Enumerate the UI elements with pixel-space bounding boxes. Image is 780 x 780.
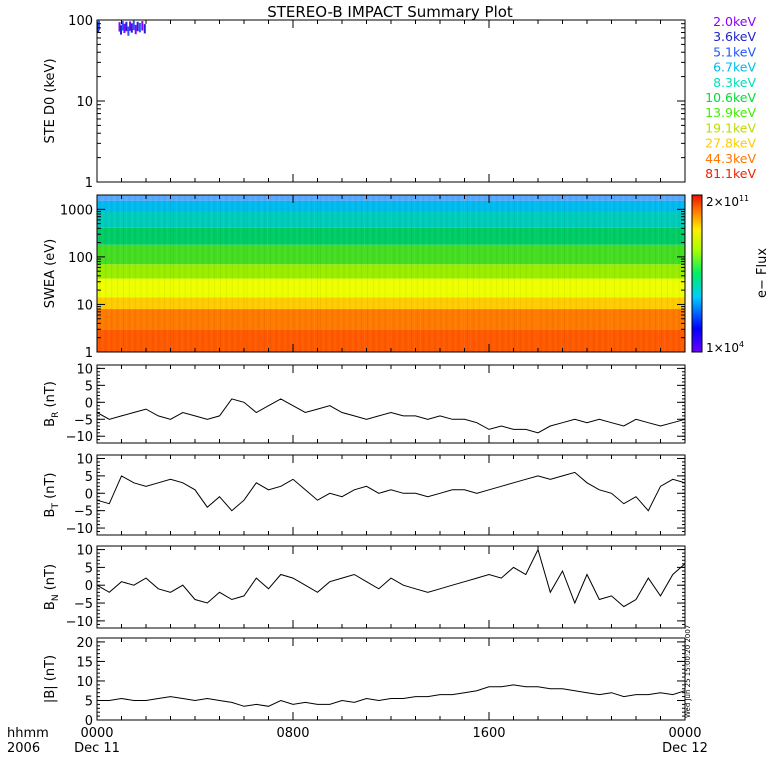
ste-point <box>143 24 146 34</box>
ytick-label: −10 <box>66 430 93 445</box>
energy-legend-item: 8.3keV <box>713 75 756 90</box>
ytick-label: 20 <box>76 636 93 651</box>
swea-band-2 <box>97 297 685 310</box>
ytick-label: 10 <box>76 675 93 690</box>
energy-legend-item: 19.1keV <box>705 120 756 135</box>
ytick-label: 10 <box>76 544 93 559</box>
ytick-label: 0 <box>85 487 93 502</box>
time-tick-date: Dec 12 <box>662 741 708 756</box>
ytick-label: −10 <box>66 615 93 630</box>
ytick-label: 1 <box>85 176 93 191</box>
ytick-label: −10 <box>66 522 93 537</box>
ytick-label: 5 <box>85 379 93 394</box>
generation-stamp: Wed Jun 25 15:00:20 2007 <box>684 625 692 718</box>
ytick-label: 100 <box>68 251 93 266</box>
ytick-label: 0 <box>85 396 93 411</box>
panel-bmag: 0 5 10 15 20 |B| (nT) <box>43 636 686 729</box>
swea-band-0 <box>97 329 685 352</box>
energy-legend-item: 6.7keV <box>713 60 756 75</box>
energy-legend-item: 81.1keV <box>705 166 756 181</box>
swea-band-8 <box>97 200 685 212</box>
ytick-label: 1000 <box>60 203 93 218</box>
ytick-label: 1 <box>85 346 93 361</box>
ylabel-bmag: |B| (nT) <box>43 655 58 703</box>
swea-band-6 <box>97 227 685 245</box>
energy-legend-item: 2.0keV <box>713 14 756 29</box>
colorbar-label: e− Flux <box>755 248 770 298</box>
ste-point <box>121 21 124 31</box>
panel-ste: 1 10 100 STE D0 (keV) <box>43 14 686 191</box>
ytick-label: −5 <box>74 505 93 520</box>
ste-point <box>138 22 141 33</box>
ytick-label: 5 <box>85 561 93 576</box>
ste-point <box>136 21 139 32</box>
swea-band-1 <box>97 309 685 330</box>
time-axis-row1-label: hhmm <box>7 726 49 741</box>
time-tick-label: 0000 <box>80 726 113 741</box>
ytick-label: 5 <box>85 470 93 485</box>
ylabel-swea: SWEA (eV) <box>43 239 58 308</box>
plot-title: STEREO-B IMPACT Summary Plot <box>267 3 513 21</box>
time-axis-row2-label: 2006 <box>7 741 40 756</box>
ytick-label: −5 <box>74 597 93 612</box>
colorbar-min-label: 1×104 <box>706 340 744 355</box>
ytick-label: 10 <box>76 298 93 313</box>
ytick-label: −5 <box>74 413 93 428</box>
series-line-br <box>96 398 686 434</box>
ylabel-ste: STE D0 (keV) <box>43 58 58 143</box>
ytick-label: 15 <box>76 655 93 670</box>
time-tick-date: Dec 11 <box>74 741 120 756</box>
ste-point <box>129 21 132 31</box>
ste-point <box>134 24 137 35</box>
panel-bt: −10 −5 0 5 10 BT (nT) <box>43 452 686 537</box>
series-line-bn <box>96 548 686 608</box>
ytick-label: 100 <box>68 14 93 29</box>
energy-legend-item: 27.8keV <box>705 136 756 151</box>
energy-legend-item: 13.9keV <box>705 105 756 120</box>
series-line-bmag <box>97 684 686 707</box>
energy-legend-item: 3.6keV <box>713 29 756 44</box>
time-tick-label: 0800 <box>276 726 309 741</box>
colorbar-gradient <box>691 194 703 353</box>
ytick-label: 10 <box>76 95 93 110</box>
series-line-bt <box>96 471 686 512</box>
ste-point <box>120 25 123 35</box>
swea-band-7 <box>97 211 685 228</box>
ste-point <box>125 21 128 32</box>
ytick-label: 5 <box>85 694 93 709</box>
ste-point <box>97 20 100 31</box>
colorbar: 2×1011 1×104 e− Flux <box>691 194 770 355</box>
ylabel-br: BR (nT) <box>43 381 61 427</box>
panel-swea: 1 10 100 1000 SWEA (eV) <box>43 194 686 361</box>
energy-legend-item: 10.6keV <box>705 90 756 105</box>
ylabel-bt: BT (nT) <box>43 473 61 518</box>
colorbar-max-label: 2×1011 <box>706 194 749 209</box>
swea-band-4 <box>97 264 685 279</box>
energy-legend-item: 44.3keV <box>705 151 756 166</box>
ytick-label: 10 <box>76 362 93 377</box>
panel-br: −10 −5 0 5 10 BR (nT) <box>43 362 686 445</box>
ylabel-bn: BN (nT) <box>43 564 61 610</box>
ste-point <box>123 23 126 34</box>
swea-band-5 <box>97 244 685 265</box>
ste-point <box>132 20 135 31</box>
ytick-label: 0 <box>85 579 93 594</box>
ytick-label: 0 <box>85 714 93 729</box>
ytick-label: 10 <box>76 452 93 467</box>
panel-bn: −10 −5 0 5 10 BN (nT) <box>43 544 686 630</box>
ste-point <box>127 26 130 36</box>
ste-point <box>118 22 121 32</box>
ste-point <box>130 23 133 33</box>
time-tick-label: 0000 <box>668 726 701 741</box>
ste-point <box>141 21 144 31</box>
energy-legend-item: 5.1keV <box>713 44 756 59</box>
time-tick-label: 1600 <box>472 726 505 741</box>
swea-band-3 <box>97 278 685 298</box>
energy-legend: 2.0keV3.6keV5.1keV6.7keV8.3keV10.6keV13.… <box>705 14 756 181</box>
